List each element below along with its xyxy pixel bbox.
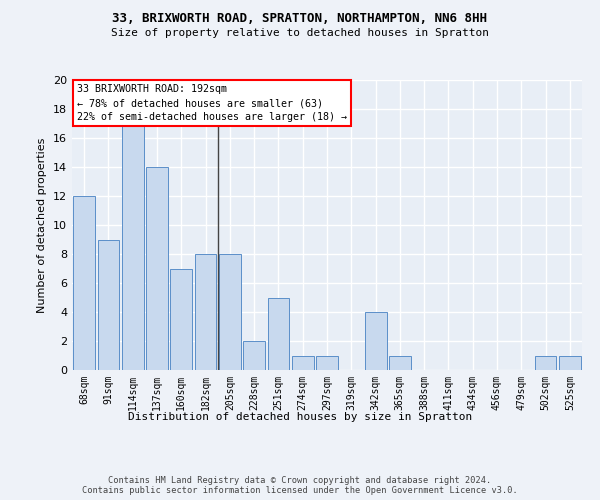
- Y-axis label: Number of detached properties: Number of detached properties: [37, 138, 47, 312]
- Bar: [535, 356, 556, 370]
- Bar: [146, 167, 168, 370]
- Bar: [219, 254, 241, 370]
- Bar: [389, 356, 411, 370]
- Text: Contains HM Land Registry data © Crown copyright and database right 2024.
Contai: Contains HM Land Registry data © Crown c…: [82, 476, 518, 495]
- Bar: [268, 298, 289, 370]
- Bar: [122, 124, 143, 370]
- Bar: [73, 196, 95, 370]
- Bar: [194, 254, 217, 370]
- Bar: [292, 356, 314, 370]
- Text: Size of property relative to detached houses in Spratton: Size of property relative to detached ho…: [111, 28, 489, 38]
- Text: 33, BRIXWORTH ROAD, SPRATTON, NORTHAMPTON, NN6 8HH: 33, BRIXWORTH ROAD, SPRATTON, NORTHAMPTO…: [113, 12, 487, 26]
- Text: Distribution of detached houses by size in Spratton: Distribution of detached houses by size …: [128, 412, 472, 422]
- Bar: [316, 356, 338, 370]
- Bar: [365, 312, 386, 370]
- Text: 33 BRIXWORTH ROAD: 192sqm
← 78% of detached houses are smaller (63)
22% of semi-: 33 BRIXWORTH ROAD: 192sqm ← 78% of detac…: [77, 84, 347, 122]
- Bar: [170, 268, 192, 370]
- Bar: [97, 240, 119, 370]
- Bar: [243, 341, 265, 370]
- Bar: [559, 356, 581, 370]
